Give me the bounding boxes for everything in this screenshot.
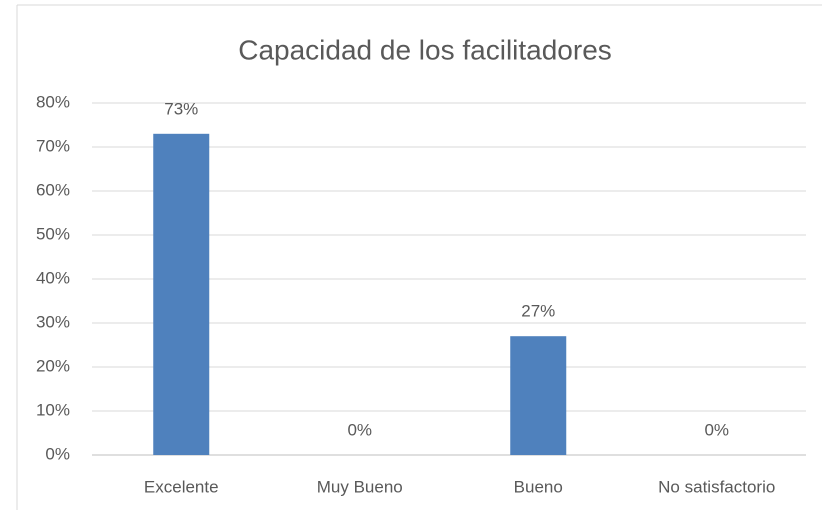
y-tick-label: 0% [45, 444, 70, 463]
y-tick-label: 60% [36, 180, 70, 199]
y-tick-label: 80% [36, 92, 70, 111]
data-label: 73% [164, 99, 198, 118]
y-tick-label: 40% [36, 268, 70, 287]
y-tick-label: 70% [36, 136, 70, 155]
bar [510, 336, 567, 455]
x-tick-label: No satisfactorio [658, 477, 775, 496]
y-tick-label: 20% [36, 356, 70, 375]
data-label: 27% [521, 302, 555, 321]
data-label: 0% [704, 420, 729, 439]
y-tick-label: 10% [36, 400, 70, 419]
bar [153, 133, 210, 456]
x-tick-label: Bueno [514, 477, 563, 496]
y-tick-label: 50% [36, 224, 70, 243]
data-label: 0% [347, 420, 372, 439]
chart-title: Capacidad de los facilitadores [238, 34, 612, 65]
x-tick-label: Muy Bueno [317, 477, 403, 496]
x-tick-label: Excelente [144, 477, 219, 496]
y-tick-label: 30% [36, 312, 70, 331]
